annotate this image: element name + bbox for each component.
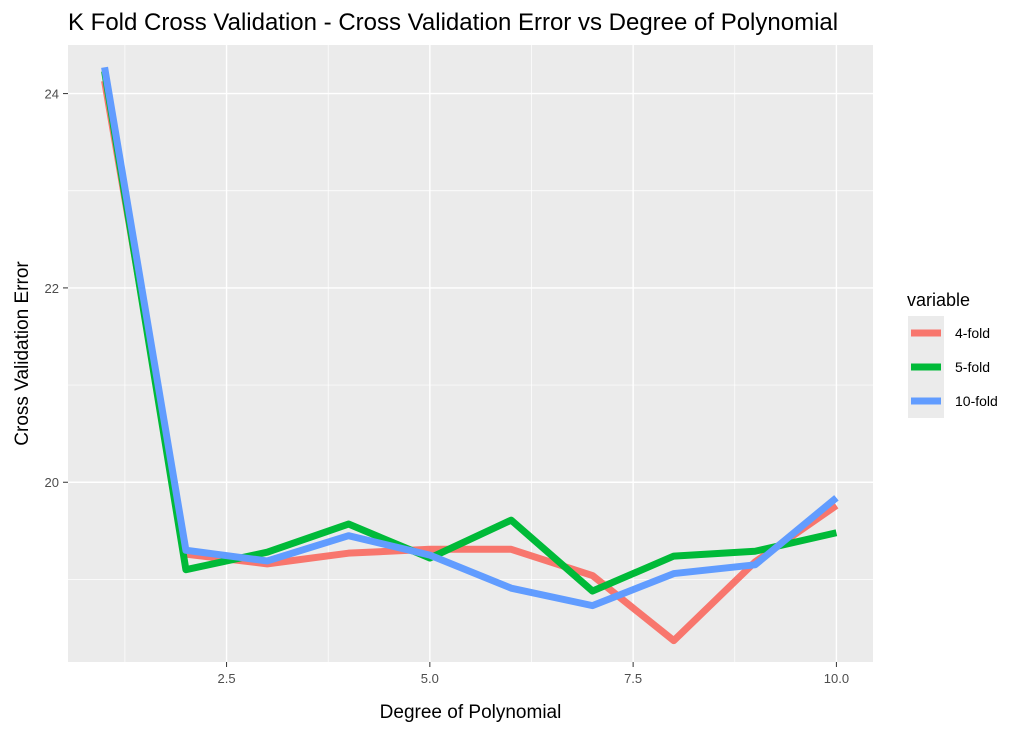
series-line-10-fold xyxy=(101,66,839,610)
y-tick-label: 22 xyxy=(45,281,59,296)
x-axis-ticks: 2.5 5.0 7.5 10.0 xyxy=(218,662,849,686)
x-tick-label: 7.5 xyxy=(624,671,642,686)
x-tick-label: 10.0 xyxy=(824,671,849,686)
series-line-5-fold xyxy=(101,70,838,595)
legend-label-10-fold: 10-fold xyxy=(955,393,998,409)
x-axis-title: Degree of Polynomial xyxy=(380,702,562,723)
legend: variable 4-fold 5-fold 10-fold xyxy=(907,290,998,418)
y-tick-label: 20 xyxy=(45,475,59,490)
x-tick-label: 2.5 xyxy=(218,671,236,686)
y-axis-title: Cross Validation Error xyxy=(12,261,33,446)
y-axis-ticks: 20 22 24 xyxy=(45,87,68,490)
legend-title: variable xyxy=(907,290,970,310)
chart-title: K Fold Cross Validation - Cross Validati… xyxy=(68,9,838,36)
y-tick-label: 24 xyxy=(45,87,59,102)
legend-label-5-fold: 5-fold xyxy=(955,359,990,375)
x-tick-label: 5.0 xyxy=(421,671,439,686)
series-lines xyxy=(101,66,839,645)
legend-label-4-fold: 4-fold xyxy=(955,325,990,341)
